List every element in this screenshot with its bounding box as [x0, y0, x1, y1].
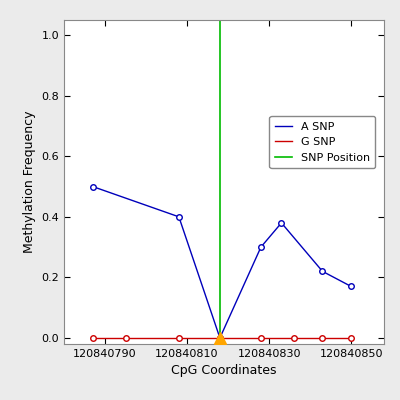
Legend: A SNP, G SNP, SNP Position: A SNP, G SNP, SNP Position — [270, 116, 375, 168]
X-axis label: CpG Coordinates: CpG Coordinates — [171, 364, 277, 378]
Y-axis label: Methylation Frequency: Methylation Frequency — [23, 111, 36, 253]
